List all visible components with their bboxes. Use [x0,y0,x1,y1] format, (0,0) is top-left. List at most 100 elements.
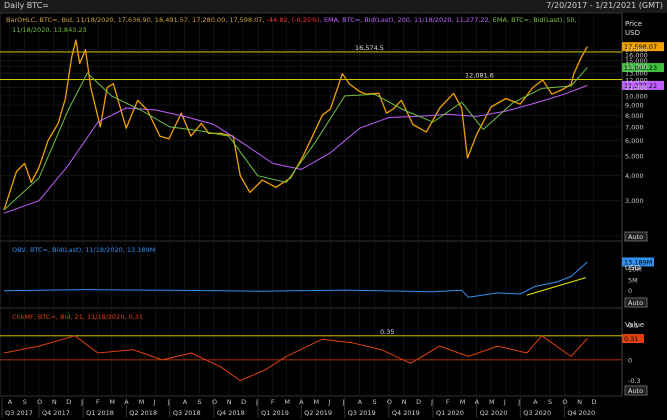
price-tag: 11,277.22 [622,80,664,90]
obv-auto-button[interactable]: Auto [624,297,648,308]
price-tick-label: 14,000 [625,63,648,71]
month-tick-label: M [314,398,320,406]
month-tick-label: M [489,398,495,406]
month-tick-label: O [387,398,392,406]
price-tick-label: 15,000 [625,57,648,65]
month-tick-label: A [299,398,304,406]
quarter-tick-label: Q3 2020 [523,409,551,417]
quarter-tick-label: Q1 2020 [436,409,464,417]
obv-tag-label: 13.189M [624,258,652,266]
window-title: Daily BTC= [4,1,49,10]
price-auto-button[interactable]: Auto [624,231,648,242]
price-tick-label: 17,000 [625,46,648,54]
quarter-tick-label: Q2 2020 [480,409,508,417]
obv-legend: OBV, BTC=, Bid(Last), 11/18/2020, 13.189… [12,246,155,254]
month-tick-label: J [80,398,83,406]
price-series-line [3,39,588,211]
month-tick-label: N [227,398,232,406]
month-tick-label: S [198,398,202,406]
price-tick-label: 8,000 [625,112,644,120]
quarter-tick-label: Q4 2019 [392,409,420,417]
legend-part-0: BarOHLC, BTC=, Bid, 11/18/2020, 17,636.9… [6,16,267,24]
price-tick-label: 11,000 [625,84,648,92]
price-tag-label: 13,843.23 [624,64,657,72]
month-tick-label: M [284,398,290,406]
price-tick-label: 12,000 [625,77,648,85]
obv-tag-bg [622,257,654,267]
price-tag-bg [622,42,664,52]
month-tick-label: O [562,398,567,406]
month-tick-label: N [402,398,407,406]
month-tick-label: O [212,398,217,406]
ema-line-1 [3,84,588,214]
month-tick-label: A [358,398,363,406]
price-tick-label: 13,000 [625,70,648,78]
quarter-tick-label: Q1 2019 [261,409,289,417]
price-legend-line2: 11/18/2020, 13,843.23 [12,26,87,34]
month-tick-label: O [37,398,42,406]
price-tick-label: 16,000 [625,51,648,59]
price-tick-label: 9,000 [625,102,644,110]
quarter-tick-label: Q3 2018 [173,409,201,417]
quarter-tick-label: Q3 2017 [5,409,33,417]
price-axis-title: Price [625,20,642,28]
quarter-tick-label: Q4 2020 [567,409,595,417]
obv-tick-label: 5M [628,276,638,284]
price-tag-label: 17,598.07 [624,43,657,51]
cmf-auto-button[interactable]: Auto [624,385,648,396]
month-tick-label: S [548,398,552,406]
month-tick-label: F [271,398,275,406]
obv-tick-label: 0 [628,287,632,295]
month-tick-label: A [183,398,188,406]
price-legend-line1: BarOHLC, BTC=, Bid, 11/18/2020, 17,636.9… [6,16,577,24]
legend-part-3: EMA, BTC=, Bid(Last), 50, [493,16,577,24]
svg-text:Auto: Auto [628,233,643,241]
obv-line [3,261,588,298]
price-tick-label: 7,000 [625,123,644,131]
cmf-tick-label: 0 [628,356,632,364]
price-tag-label: 11,277.22 [624,82,657,90]
cmf-legend: ChkMF, BTC=, Bid, 21, 11/18/2020, 0.31 [12,313,143,321]
month-tick-label: D [66,398,71,406]
month-tick-label: A [533,398,538,406]
svg-text:Auto: Auto [628,299,643,307]
ema-line-2 [3,67,588,211]
cmf-tag-label: 0.31 [624,335,638,343]
month-tick-label: M [460,398,466,406]
month-tick-label: J [167,398,170,406]
cmf-tag-bg [622,334,644,344]
month-tick-label: J [255,398,258,406]
month-tick-label: J [152,398,155,406]
quarter-tick-label: Q3 2019 [348,409,376,417]
quarter-tick-label: Q2 2018 [129,409,157,417]
cmf-tick-label: 0.5 [628,322,638,330]
month-tick-label: J [342,398,345,406]
month-tick-label: J [517,398,520,406]
date-range: 7/20/2017 - 1/21/2021 (GMT) [546,1,663,10]
price-tag: 17,598.07 [622,42,664,52]
month-tick-label: A [475,398,480,406]
obv-tag: 13.189M [622,257,654,267]
title-bar: Daily BTC= 7/20/2017 - 1/21/2021 (GMT) [0,0,667,13]
hline-label: 12,081.6 [465,71,494,79]
month-tick-label: J [503,398,506,406]
month-tick-label: J [327,398,330,406]
month-tick-label: D [241,398,246,406]
legend-part-1: -44.82, (-0.25%) [267,16,320,24]
price-tag-bg [622,63,664,73]
month-tick-label: M [139,398,145,406]
obv-trendline [526,277,587,296]
month-tick-label: N [577,398,582,406]
quarter-tick-label: Q4 2017 [42,409,70,417]
quarter-tick-label: Q4 2018 [217,409,245,417]
price-tag: 13,843.23 [622,63,664,73]
cmf-hline-label: 0.35 [380,328,394,336]
price-tick-label: 4,000 [625,172,644,180]
month-tick-label: N [52,398,57,406]
price-tick-label: 5,000 [625,153,644,161]
cmf-panel [0,307,623,397]
svg-text:Auto: Auto [628,387,643,395]
month-tick-label: S [23,398,27,406]
month-tick-label: S [373,398,377,406]
